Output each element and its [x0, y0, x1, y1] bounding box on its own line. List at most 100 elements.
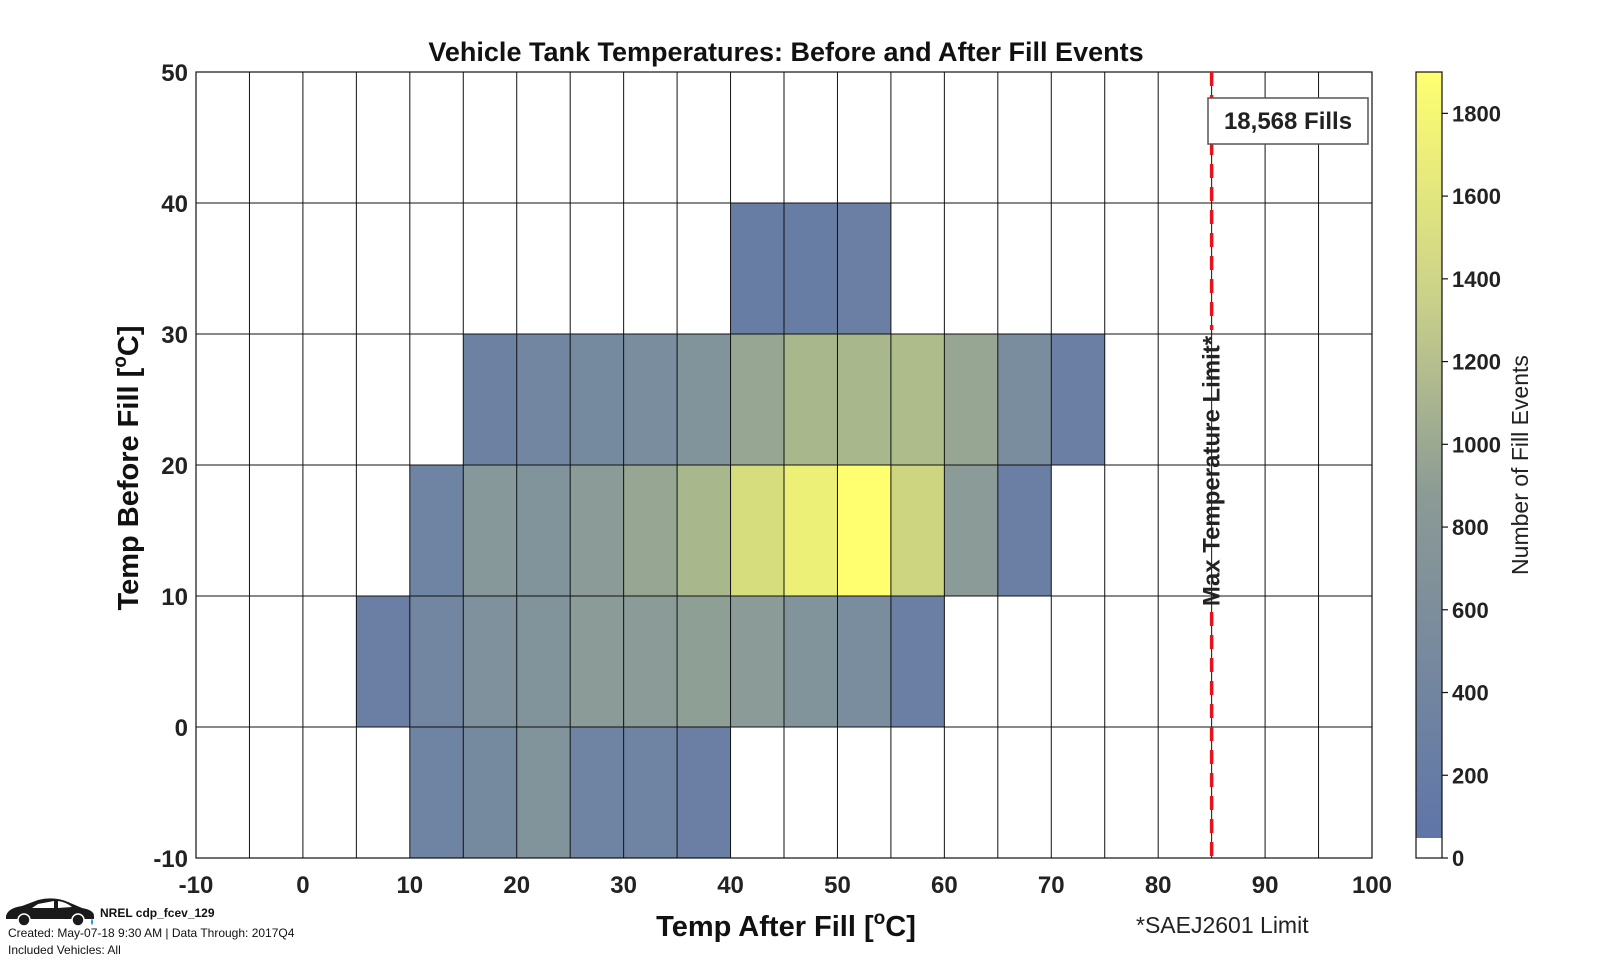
- heatmap-cell: [409, 727, 464, 858]
- heatmap-cell: [784, 465, 838, 596]
- car-icon: [6, 898, 94, 927]
- heatmap-cell: [409, 596, 464, 727]
- heatmap-cell: [784, 334, 838, 465]
- y-tick-label: 30: [161, 322, 188, 349]
- heatmap-cell: [944, 334, 998, 465]
- chart-title: Vehicle Tank Temperatures: Before and Af…: [428, 37, 1143, 67]
- colorbar-tick-label: 200: [1452, 763, 1489, 788]
- heatmap-cell: [784, 596, 838, 727]
- included-vehicles: Included Vehicles: All: [8, 943, 121, 957]
- colorbar-tick-label: 400: [1452, 681, 1489, 706]
- y-axis-label-degree: o: [110, 356, 131, 368]
- heatmap-cell: [356, 596, 410, 727]
- y-tick-label: 50: [161, 60, 188, 87]
- heatmap-cell: [516, 465, 571, 596]
- x-tick-label: -10: [179, 872, 214, 899]
- colorbar-tick-label: 600: [1452, 598, 1489, 623]
- plot-area-frame: [195, 71, 1373, 859]
- y-axis-label-start: Temp Before Fill [: [113, 367, 145, 610]
- heatmap-cell: [730, 465, 784, 596]
- fills-count-text: 18,568 Fills: [1224, 108, 1352, 135]
- y-axis-label: Temp Before Fill [oC]: [110, 326, 145, 611]
- heatmap-cell: [623, 596, 678, 727]
- heatmap-cell: [463, 727, 517, 858]
- heatmap-cell: [516, 727, 571, 858]
- x-tick-label: 50: [824, 872, 851, 899]
- heatmap-cell: [730, 596, 784, 727]
- heatmap-cell: [516, 596, 571, 727]
- x-tick-label: 0: [296, 872, 309, 899]
- heatmap-cell: [890, 465, 945, 596]
- x-axis-label: Temp After Fill [oC]: [656, 908, 916, 943]
- colorbar-tick-label: 1800: [1452, 101, 1501, 126]
- x-tick-label: 20: [503, 872, 530, 899]
- colorbar-tick-label: 1600: [1452, 184, 1501, 209]
- heatmap-cell: [570, 334, 624, 465]
- x-tick-label: 90: [1252, 872, 1279, 899]
- heatmap-cell: [997, 465, 1052, 596]
- heatmap-cell: [730, 203, 784, 334]
- heatmap-cell: [944, 465, 998, 596]
- heatmap-cell: [677, 727, 731, 858]
- heatmap-cell: [997, 334, 1052, 465]
- y-tick-label: -10: [153, 846, 188, 873]
- y-tick-label: 0: [175, 715, 188, 742]
- colorbar-zero-band: [1416, 838, 1442, 858]
- x-tick-label: 100: [1352, 872, 1392, 899]
- colorbar-gradient: [1416, 72, 1442, 838]
- y-tick-label: 20: [161, 453, 188, 480]
- y-tick-label: 10: [161, 584, 188, 611]
- heatmap-cell: [890, 596, 945, 727]
- heatmap-cell: [837, 203, 891, 334]
- heatmap-cell: [677, 596, 731, 727]
- heatmap-cell: [623, 465, 678, 596]
- colorbar-tick-label: 1000: [1452, 432, 1501, 457]
- saej2601-footnote: *SAEJ2601 Limit: [1136, 912, 1309, 938]
- heatmap-cell: [463, 596, 517, 727]
- heatmap-cell: [463, 334, 517, 465]
- y-axis-label-end: C]: [113, 326, 145, 357]
- x-tick-label: 60: [931, 872, 958, 899]
- heatmap-cell: [837, 465, 891, 596]
- x-tick-labels: -10 0 10 20 30 40 50 60 70 80 90 100: [179, 872, 1392, 899]
- y-tick-labels: -10 0 10 20 30 40 50: [153, 60, 188, 873]
- heatmap-cell: [730, 334, 784, 465]
- heatmap-cell: [623, 334, 678, 465]
- x-tick-label: 40: [717, 872, 744, 899]
- heatmap-cell: [570, 727, 624, 858]
- heatmap-cell: [784, 203, 838, 334]
- y-tick-label: 40: [161, 191, 188, 218]
- heatmap-cells: [356, 203, 1105, 858]
- colorbar-ticks: 0 200 400 600 800 1000 1200 1400 1600 1800: [1442, 101, 1501, 871]
- colorbar-label: Number of Fill Events: [1507, 355, 1533, 575]
- colorbar-frame: [1415, 71, 1443, 859]
- created-date: Created: May-07-18 9:30 AM | Data Throug…: [8, 926, 295, 940]
- heatmap-cell: [677, 334, 731, 465]
- colorbar-tick-label: 800: [1452, 515, 1489, 540]
- x-tick-label: 70: [1038, 872, 1065, 899]
- heatmap-cell: [890, 334, 945, 465]
- heatmap-cell: [570, 465, 624, 596]
- x-axis-label-start: Temp After Fill [: [656, 911, 874, 943]
- max-temp-limit-label: Max Temperature Limit*: [1199, 335, 1226, 606]
- x-axis-label-end: C]: [885, 911, 916, 943]
- heatmap-cell: [837, 596, 891, 727]
- colorbar-tick-label: 0: [1452, 846, 1464, 871]
- heatmap-cell: [409, 465, 464, 596]
- heatmap-cell: [516, 334, 571, 465]
- x-tick-label: 30: [610, 872, 637, 899]
- colorbar-tick-label: 1400: [1452, 267, 1501, 292]
- colorbar-tick-label: 1200: [1452, 350, 1501, 375]
- x-tick-label: 80: [1145, 872, 1172, 899]
- heatmap-cell: [677, 465, 731, 596]
- heatmap-cell: [463, 465, 517, 596]
- heatmap-cell: [570, 596, 624, 727]
- x-tick-label: 10: [396, 872, 423, 899]
- heatmap-cell: [623, 727, 678, 858]
- heatmap-cell: [837, 334, 891, 465]
- fills-count-box: [1207, 97, 1369, 145]
- x-axis-label-degree: o: [874, 908, 886, 929]
- heatmap-cell: [1051, 334, 1105, 465]
- vehicle-id: NREL cdp_fcev_129: [100, 906, 215, 920]
